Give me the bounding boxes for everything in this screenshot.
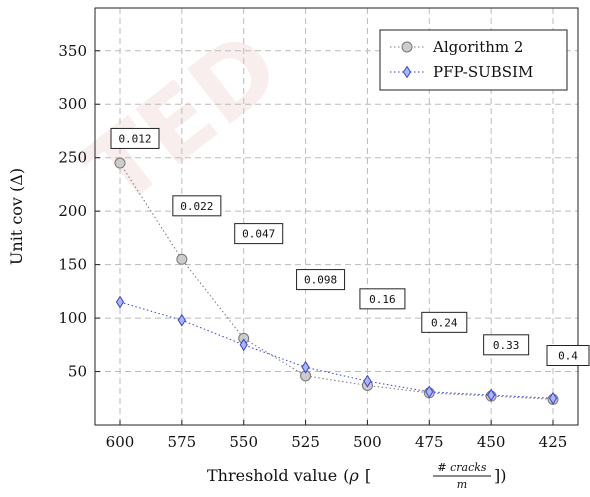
annotation-label: 0.33 — [483, 334, 530, 356]
annotation-box — [359, 288, 406, 310]
y-tick-label: 250 — [58, 149, 87, 167]
x-axis-title-main: Threshold value — [207, 466, 337, 485]
legend: Algorithm 2 PFP-SUBSIM — [379, 29, 568, 91]
x-axis: 600 575 550 525 500 475 450 425 — [106, 420, 568, 451]
annotation-text: 0.16 — [369, 293, 396, 306]
legend-item: PFP-SUBSIM — [390, 63, 533, 81]
annotation-label: 0.012 — [110, 127, 160, 149]
plot-area — [94, 7, 579, 426]
y-tick-label: 300 — [58, 95, 87, 113]
x-axis-title-rho: ρ — [348, 466, 359, 485]
annotation-text: 0.33 — [493, 339, 520, 352]
x-tick-label: 600 — [106, 433, 135, 451]
data-point — [176, 253, 188, 265]
annotation-box — [421, 311, 468, 333]
x-tick-label: 450 — [477, 433, 506, 451]
annotation-box — [110, 127, 160, 149]
annotation-label: 0.24 — [421, 311, 468, 333]
annotation-label: 0.022 — [172, 195, 222, 217]
legend-items: Algorithm 2 PFP-SUBSIM — [390, 38, 533, 81]
x-tick-label: 475 — [415, 433, 444, 451]
data-point — [301, 360, 310, 374]
y-tick-label: 50 — [68, 363, 87, 381]
x-tick-label: 525 — [291, 433, 320, 451]
annotation-text: 0.24 — [431, 316, 458, 329]
data-point — [177, 313, 186, 327]
legend-item: Algorithm 2 — [390, 38, 523, 56]
legend-box — [379, 29, 568, 91]
y-tick-label: 150 — [58, 256, 87, 274]
data-point — [548, 391, 558, 405]
x-tick-label: 550 — [229, 433, 258, 451]
annotation-label: 0.047 — [234, 223, 284, 245]
series-layer — [114, 157, 559, 405]
annotation-box — [546, 345, 590, 366]
annotation-layer: 0.012 0.022 0.047 0.098 0.16 0.24 0.33 0.4 — [110, 127, 590, 366]
x-axis-title: Threshold value (ρ[ — [207, 466, 371, 485]
annotation-box — [234, 223, 284, 245]
x-tick-label: 425 — [539, 433, 568, 451]
y-axis-title: Unit cov (Δ) — [7, 168, 26, 265]
x-tick-label: 500 — [353, 433, 382, 451]
fraction-numerator: # cracks — [437, 461, 487, 474]
annotation-box — [483, 334, 530, 356]
legend-label: PFP-SUBSIM — [433, 63, 533, 81]
annotation-text: 0.012 — [118, 132, 151, 145]
annotation-label: 0.098 — [296, 269, 346, 291]
x-axis-title-close: ]) — [494, 466, 506, 485]
annotation-box — [172, 195, 222, 217]
legend-marker — [402, 65, 412, 79]
legend-marker — [401, 41, 413, 53]
series-pfp-subsim — [115, 295, 558, 405]
annotation-text: 0.4 — [558, 350, 578, 363]
y-tick-label: 200 — [58, 202, 87, 220]
series-line — [119, 301, 554, 399]
annotation-text: 0.047 — [242, 228, 275, 241]
annotation-text: 0.022 — [180, 200, 213, 213]
data-point — [425, 385, 434, 399]
fraction-denominator: m — [457, 478, 467, 491]
data-point — [239, 338, 248, 352]
annotation-label: 0.16 — [359, 288, 406, 310]
data-point — [363, 374, 372, 388]
data-point — [115, 295, 125, 309]
x-tick-label: 575 — [168, 433, 197, 451]
data-point — [487, 388, 496, 402]
y-axis: 50 100 150 200 250 300 350 — [58, 42, 100, 381]
y-tick-label: 350 — [58, 42, 87, 60]
y-tick-label: 100 — [58, 309, 87, 327]
annotation-text: 0.098 — [304, 274, 337, 287]
annotation-box — [296, 269, 346, 291]
data-point — [114, 157, 126, 169]
x-axis-title-fraction: # cracks m — [433, 461, 491, 491]
annotation-label: 0.4 — [546, 345, 590, 366]
legend-label: Algorithm 2 — [432, 38, 523, 56]
